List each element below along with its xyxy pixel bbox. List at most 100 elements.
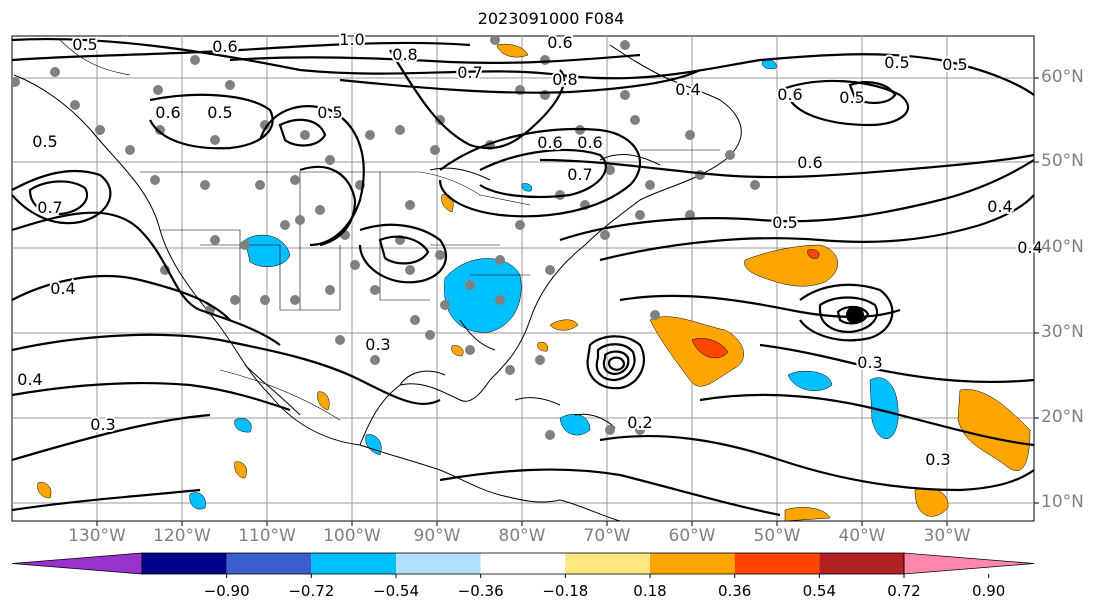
station-dot bbox=[50, 67, 60, 77]
contour-label: 0.4 bbox=[675, 80, 700, 99]
station-dot bbox=[240, 240, 250, 250]
station-dot bbox=[495, 295, 505, 305]
station-dot bbox=[405, 265, 415, 275]
station-dot bbox=[490, 36, 500, 45]
station-dot bbox=[300, 130, 310, 140]
latitude-label: 40°N bbox=[1041, 237, 1084, 257]
station-dot bbox=[370, 285, 380, 295]
longitude-label: 30°W bbox=[923, 526, 971, 546]
station-dot bbox=[545, 265, 555, 275]
station-dot bbox=[605, 165, 615, 175]
station-dot bbox=[605, 425, 615, 435]
longitude-label: 40°W bbox=[838, 526, 886, 546]
contour-label: 0.5 bbox=[317, 103, 342, 122]
station-dot bbox=[295, 215, 305, 225]
colorbar-segment bbox=[734, 553, 820, 574]
colorbar bbox=[11, 552, 1035, 578]
latitude-label: 20°N bbox=[1041, 407, 1084, 427]
colorbar-tick-label: −0.54 bbox=[373, 582, 419, 600]
station-dot bbox=[620, 40, 630, 50]
contour-label: 0.3 bbox=[857, 353, 882, 372]
longitude-label: 100°W bbox=[323, 526, 381, 546]
map-title: 2023091000 F084 bbox=[477, 9, 625, 28]
contour-label: 0.3 bbox=[925, 450, 950, 469]
station-dot bbox=[225, 80, 235, 90]
station-dot bbox=[540, 55, 550, 65]
contour-label: 0.4 bbox=[987, 197, 1012, 216]
colorbar-tick-label: −0.72 bbox=[288, 582, 335, 600]
colorbar-segment bbox=[565, 553, 650, 574]
station-dot bbox=[200, 180, 210, 190]
station-dot bbox=[545, 430, 555, 440]
colorbar-segment bbox=[480, 553, 566, 574]
station-dots bbox=[12, 36, 760, 440]
station-dot bbox=[635, 210, 645, 220]
station-dot bbox=[695, 170, 705, 180]
station-dot bbox=[725, 150, 735, 160]
station-dot bbox=[70, 100, 80, 110]
colorbar-segment bbox=[819, 553, 904, 574]
contour-label: 0.6 bbox=[777, 85, 802, 104]
contour-label: 0.7 bbox=[37, 198, 62, 217]
colorbar-tick-label: −0.36 bbox=[457, 582, 504, 600]
station-dot bbox=[153, 85, 163, 95]
station-dot bbox=[12, 77, 20, 87]
colorbar-segment bbox=[311, 553, 396, 574]
station-dot bbox=[370, 355, 380, 365]
contour-label: 0.5 bbox=[772, 213, 797, 232]
contour-label: 0.5 bbox=[72, 35, 97, 54]
station-dot bbox=[465, 345, 475, 355]
contour-label: 0.3 bbox=[365, 335, 390, 354]
station-dot bbox=[410, 315, 420, 325]
station-dot bbox=[535, 355, 545, 365]
latitude-label: 30°N bbox=[1041, 322, 1084, 342]
contour-label: 0.6 bbox=[797, 153, 822, 172]
colorbar-tick-label: −0.90 bbox=[203, 582, 250, 600]
contour-label: 0.3 bbox=[90, 415, 115, 434]
station-dot bbox=[255, 180, 265, 190]
contour-label: 0.7 bbox=[457, 63, 482, 82]
colorbar-outline bbox=[141, 552, 905, 575]
station-dot bbox=[325, 285, 335, 295]
contour-label: 0.4 bbox=[50, 279, 75, 298]
colorbar-segment bbox=[142, 553, 227, 574]
station-dot bbox=[335, 335, 345, 345]
station-dot bbox=[435, 115, 445, 125]
station-dot bbox=[230, 295, 240, 305]
colorbar-tick-label: −0.18 bbox=[542, 582, 589, 600]
contour-label: 0.6 bbox=[537, 133, 562, 152]
longitude-label: 60°W bbox=[668, 526, 716, 546]
station-dot bbox=[645, 180, 655, 190]
station-dot bbox=[600, 230, 610, 240]
station-dot bbox=[465, 280, 475, 290]
contour-label: 0.2 bbox=[627, 413, 652, 432]
station-dot bbox=[315, 205, 325, 215]
colorbar-tick-label: 0.72 bbox=[887, 582, 921, 600]
station-dot bbox=[435, 250, 445, 260]
contour-label: 0.5 bbox=[942, 55, 967, 74]
contour-label: 0.4 bbox=[1017, 238, 1042, 257]
station-dot bbox=[635, 425, 645, 435]
colorbar-segment bbox=[650, 553, 735, 574]
station-dot bbox=[395, 125, 405, 135]
colorbar-max-arrow bbox=[903, 552, 1035, 575]
station-dot bbox=[750, 180, 760, 190]
station-dot bbox=[190, 55, 200, 65]
station-dot bbox=[685, 130, 695, 140]
contour-labels: 0.5 0.6 1.0 0.6 0.8 0.7 0.8 0.5 0.5 0.6 0.5 0.4 0.5 0… bbox=[15, 28, 1044, 471]
station-dot bbox=[620, 90, 630, 100]
station-dot bbox=[405, 200, 415, 210]
station-dot bbox=[650, 310, 660, 320]
contour-label: 1.0 bbox=[339, 30, 364, 49]
latitude-label: 50°N bbox=[1041, 151, 1084, 171]
longitude-label: 130°W bbox=[68, 526, 126, 546]
station-dot bbox=[155, 125, 165, 135]
station-dot bbox=[280, 220, 290, 230]
station-dot bbox=[430, 145, 440, 155]
colorbar-min-arrow bbox=[11, 552, 143, 575]
station-dot bbox=[425, 330, 435, 340]
contour-label: 0.6 bbox=[212, 37, 237, 56]
contour-label: 0.8 bbox=[552, 70, 577, 89]
station-dot bbox=[515, 220, 525, 230]
station-dot bbox=[505, 365, 515, 375]
